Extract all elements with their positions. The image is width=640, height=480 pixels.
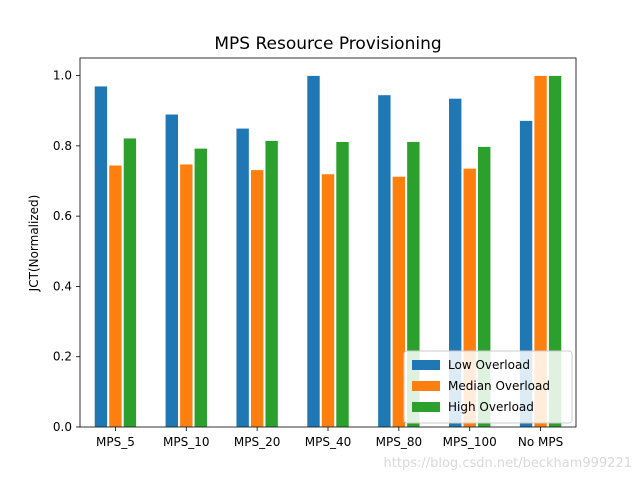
x-tick-label: MPS_40 (305, 435, 351, 449)
plot-area: MPS_5 MPS_10 MPS_20 MPS_40 MPS_80 MPS_100 No M… (53, 57, 577, 449)
legend-entry-label: Median Overload (448, 379, 550, 393)
watermark-text: https://blog.csdn.net/beckham999221 (384, 456, 632, 471)
bar-high-overload-mps-10 (193, 148, 208, 428)
x-tick-label: MPS_80 (376, 435, 422, 449)
y-tick-label: 0.4 (53, 279, 72, 293)
bar-median-overload-mps-5 (108, 164, 123, 428)
bar-low-overload-mps-80 (377, 94, 392, 428)
legend-swatch (412, 360, 440, 370)
bar-low-overload-mps-20 (235, 127, 250, 428)
legend-entry-label: High Overload (448, 400, 534, 414)
legend-box (403, 350, 573, 424)
y-tick-label: 0.8 (53, 139, 72, 153)
y-tick-label: 1.0 (53, 69, 72, 83)
legend-swatch (412, 381, 440, 391)
bar-high-overload-mps-20 (264, 140, 279, 428)
legend-swatch (412, 402, 440, 412)
x-tick-label: MPS_10 (163, 435, 209, 449)
bar-high-overload-mps-40 (335, 141, 350, 428)
y-tick-label: 0.0 (53, 420, 72, 434)
bar-low-overload-mps-5 (94, 85, 108, 428)
bar-low-overload-mps-40 (306, 75, 321, 428)
bar-median-overload-mps-40 (321, 173, 335, 428)
bar-high-overload-mps-5 (123, 137, 137, 428)
chart-title: MPS Resource Provisioning (214, 34, 441, 54)
bar-low-overload-mps-10 (164, 113, 179, 428)
x-tick-label: MPS_5 (96, 435, 135, 449)
bar-median-overload-mps-80 (392, 176, 406, 428)
axes-frame (79, 57, 577, 428)
y-tick-label: 0.2 (53, 350, 72, 364)
x-tick-label: MPS_100 (443, 435, 497, 449)
bar-median-overload-mps-10 (179, 163, 194, 428)
y-tick-label: 0.6 (53, 209, 72, 223)
x-tick-label: No MPS (518, 435, 563, 449)
legend: Low Overload Median Overload High Overload (403, 350, 573, 424)
legend-entry-label: Low Overload (448, 358, 530, 372)
bar-median-overload-mps-20 (250, 169, 264, 428)
x-tick-label: MPS_20 (234, 435, 280, 449)
y-axis-label: JCT(Normalized) (27, 195, 41, 293)
